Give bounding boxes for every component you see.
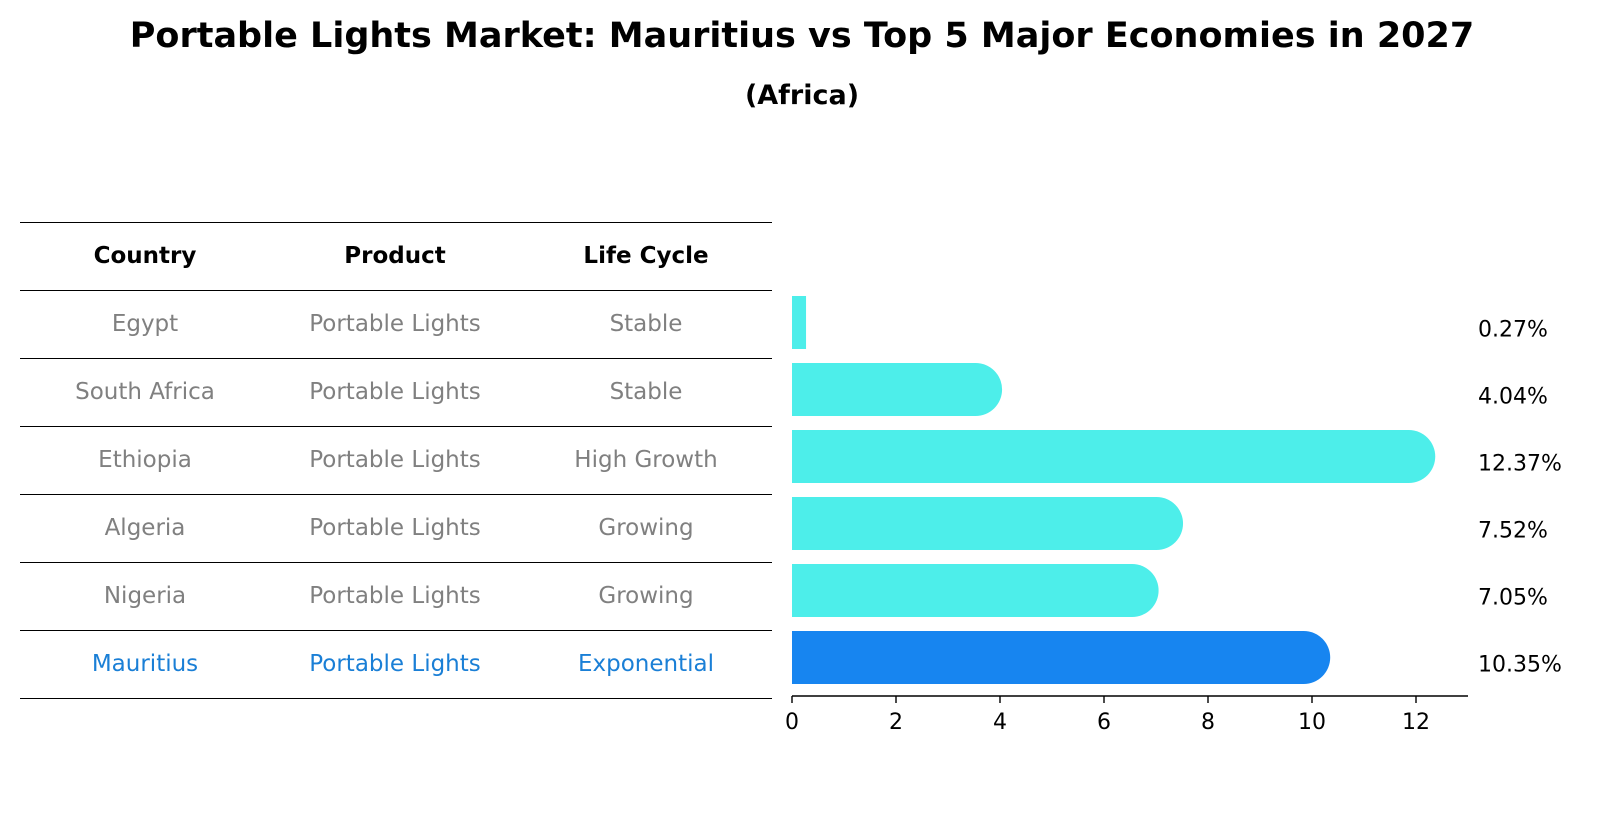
x-tick-label: 2 [889, 710, 903, 735]
value-label: 10.35% [1478, 653, 1562, 678]
value-label: 7.52% [1478, 519, 1548, 544]
value-label: 0.27% [1478, 318, 1548, 343]
product-cell: Portable Lights [309, 583, 481, 609]
x-tick-label: 4 [993, 710, 1007, 735]
x-tick-label: 10 [1298, 710, 1326, 735]
bar-algeria [792, 497, 1184, 550]
header-country: Country [93, 243, 197, 269]
chart-subtitle: (Africa) [744, 80, 860, 111]
product-cell: Portable Lights [309, 379, 481, 405]
life-cycle-cell: Growing [598, 583, 694, 609]
table-header-row: Country Product Life Cycle [20, 222, 772, 290]
chart-title: Portable Lights Market: Mauritius vs Top… [129, 16, 1475, 56]
x-tick-label: 8 [1201, 710, 1215, 735]
table-row: Nigeria Portable Lights Growing [20, 562, 772, 630]
product-cell: Portable Lights [309, 447, 481, 473]
life-cycle-cell: Growing [598, 515, 694, 541]
product-cell: Portable Lights [309, 651, 481, 677]
product-cell: Portable Lights [309, 515, 481, 541]
value-label: 7.05% [1478, 586, 1548, 611]
header-product: Product [344, 243, 446, 269]
table-row-highlighted: Mauritius Portable Lights Exponential [20, 630, 772, 699]
x-tick-label: 0 [785, 710, 799, 735]
country-cell: Mauritius [91, 651, 199, 677]
country-cell: Nigeria [103, 583, 187, 609]
value-label: 12.37% [1478, 452, 1562, 477]
data-table: Country Product Life Cycle Egypt Portabl… [20, 222, 772, 699]
country-cell: Algeria [104, 515, 186, 541]
bar-ethiopia [792, 430, 1436, 483]
life-cycle-cell: High Growth [574, 447, 718, 473]
table-row: Egypt Portable Lights Stable [20, 290, 772, 358]
table-row: Algeria Portable Lights Growing [20, 494, 772, 562]
value-label: 4.04% [1478, 385, 1548, 410]
table-row: South Africa Portable Lights Stable [20, 358, 772, 426]
country-cell: Ethiopia [98, 447, 192, 473]
country-cell: South Africa [75, 379, 215, 405]
x-tick-label: 6 [1097, 710, 1111, 735]
header-life-cycle: Life Cycle [583, 243, 709, 269]
bar-nigeria [792, 564, 1159, 617]
life-cycle-cell: Stable [609, 379, 683, 405]
bar-mauritius [792, 631, 1331, 684]
country-cell: Egypt [111, 311, 179, 337]
product-cell: Portable Lights [309, 311, 481, 337]
bar-egypt [792, 296, 807, 349]
table-row: Ethiopia Portable Lights High Growth [20, 426, 772, 494]
life-cycle-cell: Stable [609, 311, 683, 337]
x-tick-label: 12 [1402, 710, 1430, 735]
bar-south-africa [792, 363, 1003, 416]
life-cycle-cell: Exponential [577, 651, 714, 677]
